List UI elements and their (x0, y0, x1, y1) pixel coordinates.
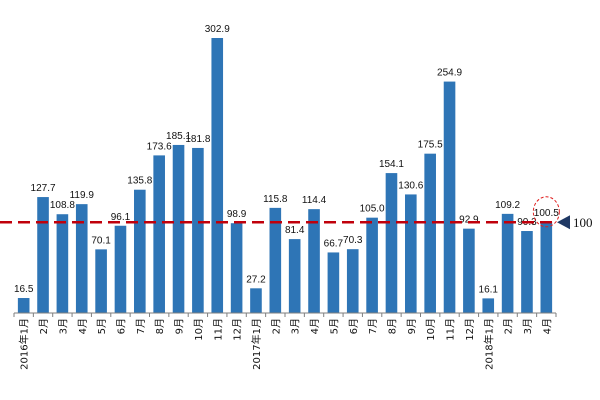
x-tick-label-26: 3月 (522, 318, 534, 334)
bar-21 (424, 153, 436, 313)
data-label-12: 27.2 (246, 274, 266, 285)
x-tick-label-18: 7月 (367, 318, 379, 334)
data-label-9: 181.8 (185, 134, 210, 145)
bar-6 (134, 189, 146, 313)
x-tick-label-15: 4月 (309, 318, 321, 334)
x-tick-label-11: 12月 (232, 318, 244, 341)
highlight-circle (532, 196, 560, 228)
bar-13 (269, 207, 282, 313)
bar-0 (17, 298, 30, 313)
bar-10 (211, 38, 224, 313)
data-label-6: 135.8 (127, 176, 152, 187)
x-tick-label-10: 11月 (212, 318, 224, 341)
bar-14 (288, 239, 301, 313)
x-tick-label-14: 3月 (290, 318, 302, 334)
data-label-24: 16.1 (479, 284, 499, 295)
data-label-3: 119.9 (70, 190, 95, 201)
bar-9 (192, 147, 204, 313)
bar-4 (95, 249, 107, 313)
x-tick-label-6: 7月 (135, 318, 147, 334)
x-tick-label-5: 6月 (115, 318, 127, 334)
reference-line-group: 100 (0, 215, 593, 230)
bars-group (17, 38, 553, 313)
bar-27 (540, 221, 553, 313)
x-tick-label-12: 2017年1月 (250, 318, 263, 370)
bar-15 (308, 209, 320, 313)
bar-11 (230, 223, 243, 313)
data-label-0: 16.5 (14, 284, 34, 295)
data-label-22: 254.9 (437, 68, 462, 79)
bar-1 (37, 197, 49, 313)
data-label-23: 92.9 (459, 215, 479, 226)
bar-17 (346, 249, 359, 313)
bar-26 (521, 231, 533, 313)
x-tick-label-7: 8月 (154, 318, 166, 334)
reference-line-label: 100 (573, 215, 593, 230)
bar-25 (501, 213, 514, 313)
x-tick-label-4: 5月 (96, 318, 108, 334)
data-label-1: 127.7 (31, 183, 56, 194)
x-tick-label-17: 6月 (348, 318, 360, 334)
data-label-17: 70.3 (343, 235, 363, 246)
bar-2 (56, 214, 69, 313)
data-label-15: 114.4 (302, 195, 327, 206)
x-tick-label-24: 2018年1月 (482, 318, 495, 370)
x-tick-label-23: 12月 (464, 318, 476, 341)
bar-18 (366, 217, 378, 313)
bar-22 (443, 81, 456, 313)
bar-8 (172, 144, 185, 313)
bar-19 (385, 173, 398, 313)
x-tick-label-20: 9月 (406, 318, 418, 334)
data-label-7: 173.6 (147, 141, 172, 152)
data-label-21: 175.5 (418, 140, 443, 151)
x-tick-label-3: 4月 (77, 318, 89, 334)
bar-3 (75, 204, 88, 313)
x-tick-label-22: 11月 (445, 318, 457, 341)
x-axis: 2016年1月 2月 3月 4月 5月 6月 7月 8月 9月 10月 11月 12月 2017年1月 2… (13, 312, 557, 370)
data-label-5: 96.1 (111, 212, 131, 223)
x-tick-label-8: 9月 (174, 318, 186, 334)
data-label-14: 81.4 (285, 225, 305, 236)
bar-12 (250, 288, 262, 313)
x-tick-label-21: 10月 (425, 318, 437, 341)
x-tick-label-27: 4月 (541, 318, 553, 334)
data-label-19: 154.1 (379, 159, 404, 170)
bar-7 (153, 155, 165, 313)
data-label-25: 109.2 (495, 200, 520, 211)
bar-5 (114, 225, 127, 313)
x-tick-label-19: 8月 (386, 318, 398, 334)
x-tick-label-25: 2月 (503, 318, 515, 334)
bar-24 (482, 298, 495, 313)
reference-marker-icon (557, 215, 570, 230)
data-label-10: 302.9 (205, 24, 230, 35)
data-label-16: 66.7 (324, 238, 344, 249)
data-label-8: 185.1 (166, 131, 191, 142)
x-tick-label-9: 10月 (193, 318, 205, 341)
data-label-4: 70.1 (91, 235, 111, 246)
bar-16 (327, 252, 340, 313)
x-tick-label-16: 5月 (328, 318, 340, 334)
data-label-27: 100.5 (534, 208, 559, 219)
bar-23 (463, 228, 475, 313)
bar-20 (405, 194, 417, 313)
x-tick-label-13: 2月 (270, 318, 282, 334)
data-label-2: 108.8 (50, 200, 75, 211)
x-tick-label-0: 2016年1月 (18, 318, 31, 370)
x-tick-label-2: 3月 (57, 318, 69, 334)
x-tick-label-1: 2月 (38, 318, 50, 334)
data-label-13: 115.8 (263, 194, 288, 205)
data-label-20: 130.6 (398, 180, 423, 191)
data-label-18: 105.0 (360, 204, 385, 215)
data-label-11: 98.9 (227, 209, 247, 220)
